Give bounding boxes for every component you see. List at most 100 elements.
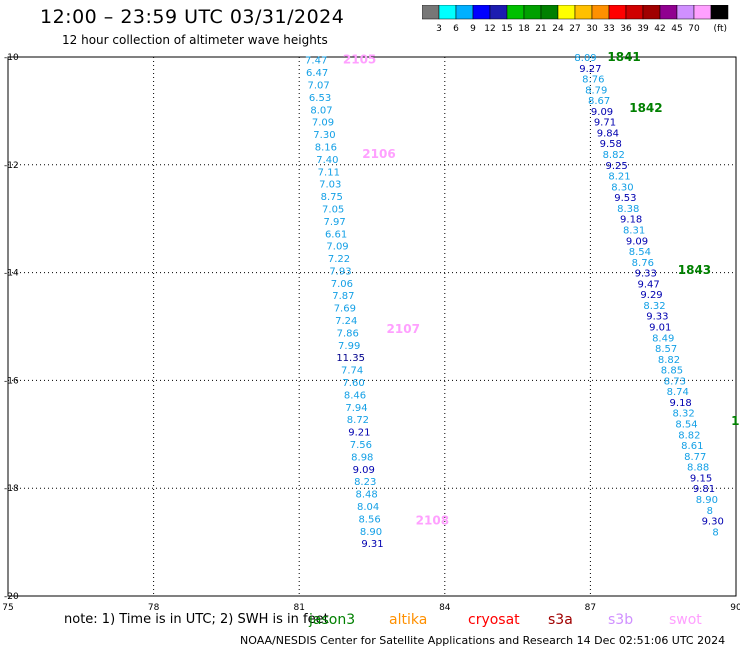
wave-height-point: 8.54 [629,247,651,258]
y-tick-label: -14 [4,269,19,279]
wave-height-point: 11.35 [336,353,365,364]
wave-height-point: 6.47 [306,68,328,79]
wave-height-point: 8 [712,527,718,538]
footer-note: note: 1) Time is in UTC; 2) SWH is in fe… [64,612,329,627]
wave-height-point: 7.86 [337,328,359,339]
wave-height-point: 7.05 [322,204,344,215]
wave-height-point: 7.09 [312,118,334,129]
wave-height-point: 9.47 [638,279,660,290]
wave-height-point: 8.16 [315,142,337,153]
wave-height-point: 8.38 [617,204,639,215]
colorbar-label: 9 [470,24,476,34]
wave-height-point: 7.94 [345,403,367,414]
pass-time-label: 2106 [362,147,395,161]
wave-height-point: 9.81 [693,484,715,495]
wave-height-point: 8.48 [356,490,378,501]
wave-height-point: 7.74 [341,366,363,377]
wave-height-point: 8.82 [658,355,680,366]
colorbar-label: 70 [688,24,700,34]
wave-height-point: 9.15 [690,473,712,484]
wave-height-point: 7.06 [331,279,353,290]
wave-height-point: 8.90 [360,527,382,538]
wave-height-point: 8.90 [696,495,718,506]
wave-height-point: 7.11 [318,167,340,178]
wave-height-point: 7.07 [307,80,329,91]
wave-height-point: 8.82 [603,150,625,161]
wave-height-point: 8.67 [588,96,610,107]
pass-time-label: 2107 [387,322,420,336]
wave-height-point: 8.30 [611,182,633,193]
mission-swot: swot [669,612,702,628]
x-tick-label: 78 [148,603,160,613]
wave-height-point: 8.74 [667,387,689,398]
wave-height-point: 9.09 [626,236,648,247]
wave-height-point: 8.49 [652,333,674,344]
wave-height-point: 8.72 [347,415,369,426]
wave-height-point: 9.33 [635,269,657,280]
wave-height-point: 8.79 [585,85,607,96]
wave-height-point: 9.71 [594,118,616,129]
wave-height-point: 8.75 [321,192,343,203]
wave-height-point: 9.33 [646,312,668,323]
wave-height-point: 9.25 [605,161,627,172]
colorbar-swatch [710,5,729,20]
wave-height-point: 8.85 [661,366,683,377]
wave-height-point: 9.58 [600,139,622,150]
wave-height-chart: 75 78 81 84 87 90-10-12-14-16-18-207.476.477.… [2,50,740,613]
wave-height-point: 7.40 [316,155,338,166]
wave-height-point: 8.32 [672,409,694,420]
wave-height-point: 7.60 [342,378,364,389]
wave-height-point: 9.09 [591,107,613,118]
x-tick-label: 75 [2,603,13,613]
y-tick-label: -20 [4,592,19,602]
wave-height-point: 6.53 [309,93,331,104]
wave-height-point: 9.29 [640,290,662,301]
wave-height-point: 9.53 [614,193,636,204]
y-tick-label: -10 [4,53,19,63]
wave-height-point: 7.87 [332,291,354,302]
colorbar-label: 6 [453,24,459,34]
mission-s3b: s3b [608,612,634,628]
wave-height-point: 8.77 [684,452,706,463]
wave-height-point: 7.93 [329,266,351,277]
mission-cryosat: cryosat [468,612,520,628]
x-tick-label: 87 [585,603,596,613]
wave-height-point: 8.61 [681,441,703,452]
wave-height-point: 9.30 [702,517,724,528]
colorbar-label: 15 [501,24,512,34]
wave-height-point: 7.97 [323,217,345,228]
wave-height-point: 6.61 [325,229,347,240]
wave-height-point: 7.30 [313,130,335,141]
wave-height-point: 8.73 [664,376,686,387]
wave-height-point: 9.09 [353,465,375,476]
colorbar-label: 30 [586,24,598,34]
page-title: 12:00 – 23:59 UTC 03/31/2024 [40,6,345,28]
x-tick-label: 81 [293,603,304,613]
pass-time-label: 2105 [343,53,376,67]
wave-height-point: 8.07 [310,105,332,116]
wave-height-point: 8.23 [354,477,376,488]
wave-height-point: 8.46 [344,390,366,401]
mission-s3a: s3a [548,612,573,628]
mission-altika: altika [389,612,428,628]
wave-height-point: 8.09 [574,53,596,64]
y-tick-label: -12 [4,161,19,171]
wave-height-point: 8.56 [358,514,380,525]
wave-height-point: 9.84 [597,128,619,139]
y-tick-label: -18 [4,484,19,494]
wave-height-point: 8.88 [687,463,709,474]
wave-height-point: 9.01 [649,323,671,334]
pass-time-label: 2108 [416,514,449,528]
wave-height-point: 7.99 [338,341,360,352]
wave-height-point: 7.69 [334,304,356,315]
pass-time-label: 1841 [607,50,640,64]
wave-height-point: 9.27 [579,64,601,75]
colorbar-label: 45 [671,24,682,34]
wave-height-point: 7.03 [319,180,341,191]
wave-height-point: 9.21 [348,428,370,439]
wave-height-point: 7.56 [350,440,372,451]
colorbar-label: 3 [436,24,442,34]
colorbar-label: 12 [484,24,495,34]
wave-height-point: 8.98 [351,452,373,463]
colorbar-label: 27 [569,24,580,34]
